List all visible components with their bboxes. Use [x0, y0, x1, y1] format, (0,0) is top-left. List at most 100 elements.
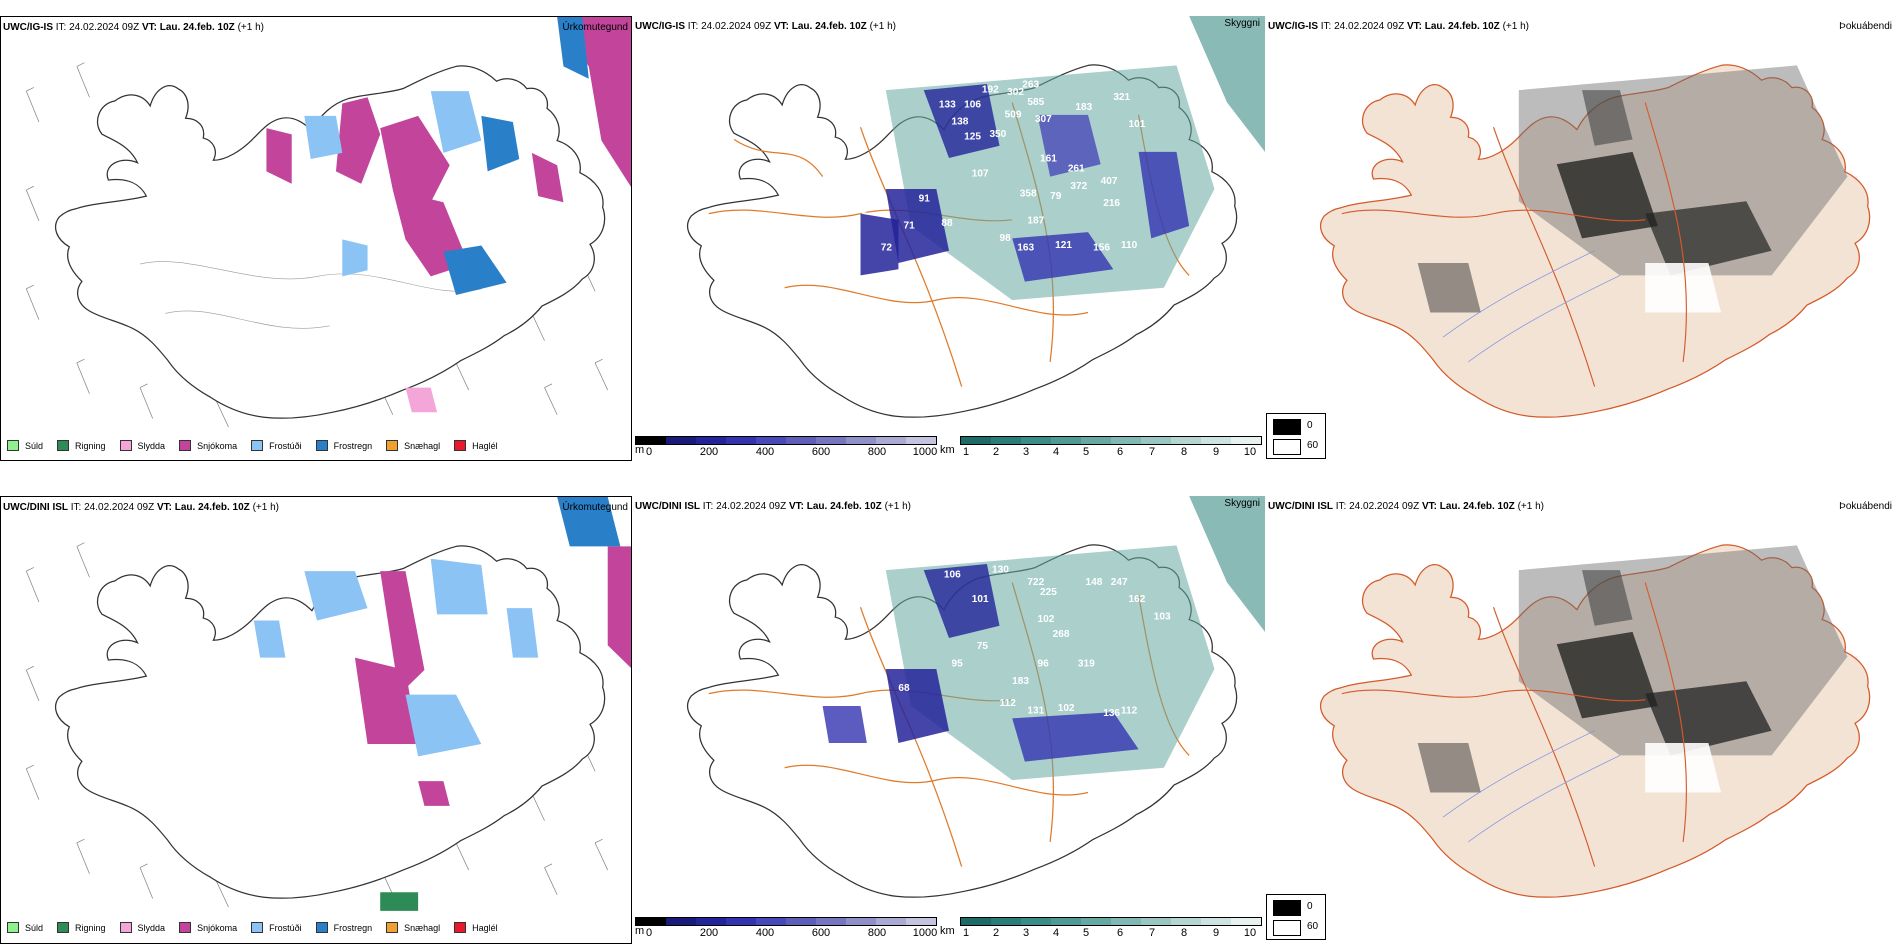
- legend-item: Frostregn: [315, 922, 372, 933]
- panel-title: UWC/IG-IS IT: 24.02.2024 09Z VT: Lau. 24…: [1268, 21, 1529, 32]
- svg-text:319: 319: [1078, 659, 1095, 670]
- fog-map-2: [1266, 496, 1898, 916]
- svg-text:79: 79: [1050, 191, 1062, 202]
- ceiling-colorbar: 0 200 400 600 800 1000 m: [635, 436, 937, 459]
- ceiling-ticks: 0 200 400 600 800 1000: [645, 446, 938, 458]
- panel-name: Skyggni: [1224, 18, 1260, 29]
- svg-text:68: 68: [898, 683, 910, 694]
- panel-title: UWC/IG-IS IT: 24.02.2024 09Z VT: Lau. 24…: [635, 21, 896, 32]
- svg-text:216: 216: [1103, 198, 1120, 209]
- legend-item: Rigning: [57, 922, 106, 933]
- fog-legend-label: 0: [1307, 901, 1313, 912]
- svg-text:225: 225: [1040, 587, 1057, 598]
- svg-text:247: 247: [1111, 577, 1128, 588]
- svg-text:263: 263: [1022, 80, 1039, 91]
- panel-title: UWC/IG-IS IT: 24.02.2024 09Z VT: Lau. 24…: [3, 22, 264, 33]
- svg-text:585: 585: [1027, 97, 1044, 108]
- cloud-areas: [822, 545, 1215, 781]
- visibility-colorbar-strip: [960, 436, 1262, 445]
- svg-text:302: 302: [1007, 87, 1024, 98]
- ceiling-colorbar-strip: [635, 917, 937, 926]
- legend-item: Rigning: [57, 440, 106, 451]
- visibility-ticks: 1 2 3 4 5 6 7 8 9 10: [962, 927, 1257, 939]
- svg-text:130: 130: [992, 565, 1009, 576]
- svg-text:192: 192: [982, 85, 999, 96]
- legend-item: Haglél: [454, 922, 498, 933]
- svg-text:268: 268: [1053, 629, 1070, 640]
- svg-text:107: 107: [972, 169, 989, 180]
- precip-type-map-1: [1, 17, 631, 437]
- visibility-panel-2: 106 130 722 225 148 247 101 162 103 102 …: [633, 496, 1265, 946]
- panel-name: Þokuábendi: [1839, 21, 1892, 32]
- svg-text:133: 133: [939, 100, 956, 111]
- panel-name: Þokuábendi: [1839, 501, 1892, 512]
- ceiling-labels: 263 192 302 133 106 585 183 321 509 307 …: [855, 80, 1145, 254]
- legend-item: Súld: [7, 922, 43, 933]
- visibility-unit: km: [940, 925, 955, 937]
- svg-text:112: 112: [1000, 698, 1017, 709]
- fog-legend-label: 60: [1307, 921, 1319, 932]
- cloud-areas: [860, 65, 1215, 301]
- visibility-panel-1: 263 192 302 133 106 585 183 321 509 307 …: [633, 16, 1265, 461]
- legend-item: Frostúði: [251, 922, 302, 933]
- svg-text:103: 103: [1154, 612, 1171, 623]
- precip-areas: [266, 17, 631, 413]
- precip-legend: Súld Rigning Slydda Snjókoma Frostúði Fr…: [7, 922, 512, 933]
- svg-text:71: 71: [903, 221, 915, 232]
- svg-text:172: 172: [838, 671, 855, 682]
- ceiling-ticks: 0 200 400 600 800 1000: [645, 927, 938, 939]
- ceiling-colorbar-strip: [635, 436, 937, 445]
- svg-text:101: 101: [1128, 119, 1145, 130]
- svg-text:156: 156: [1093, 243, 1110, 254]
- svg-text:136: 136: [1103, 708, 1120, 719]
- precip-type-panel-2: UWC/DINI ISL IT: 24.02.2024 09Z VT: Lau.…: [0, 496, 632, 944]
- panel-name: Úrkomutegund: [562, 502, 628, 513]
- ceiling-labels: 106 130 722 225 148 247 101 162 103 102 …: [823, 565, 1171, 783]
- precip-type-map-2: [1, 497, 631, 917]
- fog-legend-swatch: [1273, 920, 1301, 936]
- svg-text:85: 85: [823, 671, 835, 682]
- svg-text:183: 183: [1075, 102, 1092, 113]
- visibility-map-1: 263 192 302 133 106 585 183 321 509 307 …: [633, 16, 1265, 436]
- visibility-colorbar: 1 2 3 4 5 6 7 8 9 10 km: [940, 917, 1262, 940]
- panel-title: UWC/DINI ISL IT: 24.02.2024 09Z VT: Lau.…: [1268, 501, 1544, 512]
- fog-legend-1: 0 60: [1266, 413, 1326, 459]
- svg-text:102: 102: [1058, 703, 1075, 714]
- svg-text:509: 509: [1005, 109, 1022, 120]
- fog-shading: [1417, 545, 1848, 793]
- fog-legend-label: 0: [1307, 420, 1313, 431]
- svg-text:407: 407: [1101, 176, 1118, 187]
- svg-text:187: 187: [1027, 216, 1044, 227]
- panel-name: Úrkomutegund: [562, 22, 628, 33]
- svg-text:121: 121: [1055, 240, 1072, 251]
- precip-areas: [253, 497, 631, 911]
- svg-text:98: 98: [1000, 233, 1012, 244]
- svg-text:97: 97: [1101, 772, 1113, 783]
- precip-legend: Súld Rigning Slydda Snjókoma Frostúði Fr…: [7, 440, 512, 451]
- fog-shading: [1417, 65, 1848, 313]
- svg-text:95: 95: [952, 659, 964, 670]
- svg-text:261: 261: [1068, 164, 1085, 175]
- svg-text:125: 125: [964, 132, 981, 143]
- legend-item: Snæhagl: [386, 922, 440, 933]
- svg-text:101: 101: [972, 594, 989, 605]
- legend-item: Slydda: [119, 922, 165, 933]
- fog-legend-swatch: [1273, 439, 1301, 455]
- legend-item: Snjókoma: [179, 922, 237, 933]
- svg-text:106: 106: [944, 570, 961, 581]
- svg-text:722: 722: [1027, 577, 1044, 588]
- legend-item: Súld: [7, 440, 43, 451]
- svg-text:148: 148: [1086, 577, 1103, 588]
- legend-item: Frostúði: [251, 440, 302, 451]
- svg-text:372: 372: [1070, 181, 1087, 192]
- svg-text:163: 163: [1017, 243, 1034, 254]
- svg-text:88: 88: [941, 218, 953, 229]
- svg-text:112: 112: [1121, 706, 1138, 717]
- panel-title: UWC/DINI ISL IT: 24.02.2024 09Z VT: Lau.…: [635, 501, 911, 512]
- svg-text:72: 72: [881, 243, 893, 254]
- svg-text:75: 75: [977, 641, 989, 652]
- svg-text:183: 183: [1012, 676, 1029, 687]
- svg-text:96: 96: [1037, 659, 1049, 670]
- legend-item: Slydda: [119, 440, 165, 451]
- visibility-unit: km: [940, 444, 955, 456]
